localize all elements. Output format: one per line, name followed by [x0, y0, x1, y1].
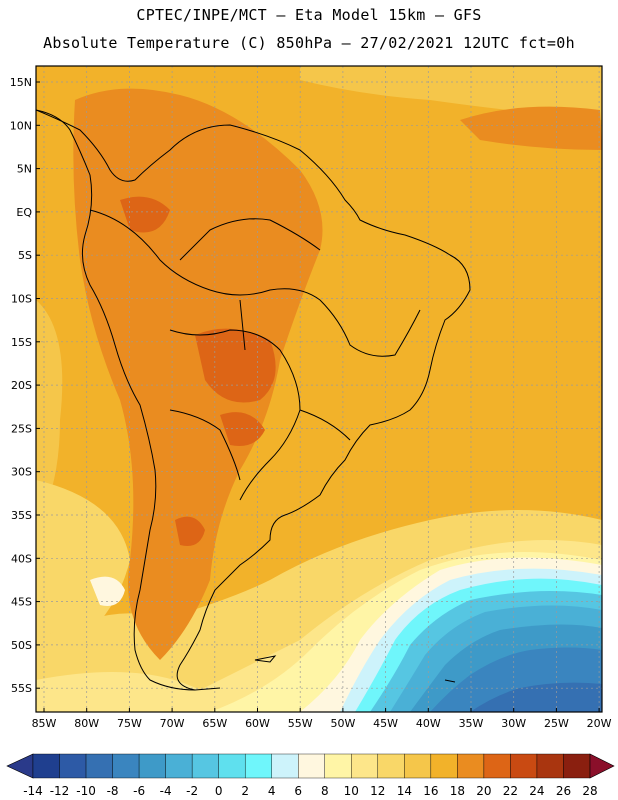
- colorbar-tick-label: -4: [160, 784, 172, 798]
- lat-label: 50S: [11, 639, 32, 652]
- latitude-labels: 15N 10N 5N EQ 5S 10S 15S 20S 25S 30S 35S 40S 45S 50S 5…: [10, 76, 40, 695]
- lat-label: 5N: [17, 163, 32, 176]
- map-frame: [35, 65, 603, 713]
- colorbar-tick-label: 28: [582, 784, 597, 798]
- colorbar-high-arrow: [589, 753, 615, 779]
- colorbar-segment: [59, 753, 87, 779]
- colorbar-segment: [457, 753, 485, 779]
- longitude-labels: 85W 80W 75W 70W 65W 60W 55W 50W 45W 40W 35W 30W 25W 2…: [32, 708, 612, 730]
- lon-label: 65W: [202, 717, 227, 730]
- colorbar-segment: [351, 753, 379, 779]
- colorbar-tick-label: 20: [476, 784, 491, 798]
- lat-label: 15N: [10, 76, 32, 89]
- colorbar-tick-label: 2: [241, 784, 249, 798]
- colorbar-tick-label: 0: [215, 784, 223, 798]
- lat-label: 15S: [11, 336, 32, 349]
- lon-label: 30W: [501, 717, 526, 730]
- lat-label: 10N: [10, 119, 32, 132]
- lon-label: 70W: [160, 717, 185, 730]
- colorbar-tick-label: -2: [186, 784, 198, 798]
- colorbar-segment: [404, 753, 432, 779]
- lon-label: 35W: [459, 717, 484, 730]
- lat-label: 10S: [11, 293, 32, 306]
- colorbar-tick-label: 16: [423, 784, 438, 798]
- colorbar-tick-label: -6: [133, 784, 145, 798]
- lat-label: 30S: [11, 466, 32, 479]
- temperature-field: [36, 66, 602, 712]
- colorbar-segment: [563, 753, 591, 779]
- colorbar-segment: [191, 753, 219, 779]
- lat-label: 40S: [11, 552, 32, 565]
- colorbar-labels: -14 -12 -10 -8 -6 -4 -2 0 2 4 6 8 10 12 14 16 18 20 22 24 26…: [23, 784, 597, 798]
- lon-label: 75W: [117, 717, 142, 730]
- colorbar-segment: [218, 753, 246, 779]
- lon-label: 40W: [416, 717, 441, 730]
- lon-label: 85W: [32, 717, 57, 730]
- colorbar-tick-label: -10: [76, 784, 96, 798]
- graticule: [36, 66, 602, 712]
- colorbar-tick-label: 4: [268, 784, 276, 798]
- colorbar-tick-label: -8: [107, 784, 119, 798]
- colorbar-tick-label: -14: [23, 784, 43, 798]
- colorbar-tick-label: 22: [503, 784, 518, 798]
- colorbar-segment: [112, 753, 140, 779]
- lon-label: 25W: [544, 717, 569, 730]
- lon-label: 55W: [288, 717, 313, 730]
- colorbar-segment: [32, 753, 60, 779]
- colorbar-tick-label: 8: [321, 784, 329, 798]
- coastlines: [36, 109, 471, 691]
- colorbar-low-arrow: [6, 753, 34, 779]
- colorbar-segment: [244, 753, 272, 779]
- colorbar-segment: [483, 753, 511, 779]
- lon-label: 20W: [587, 717, 612, 730]
- colorbar: [6, 753, 615, 779]
- title-line-1: CPTEC/INPE/MCT – Eta Model 15km – GFS: [136, 6, 482, 24]
- colorbar-tick-label: 10: [344, 784, 359, 798]
- colorbar-tick-label: 14: [397, 784, 412, 798]
- lat-label: 45S: [11, 596, 32, 609]
- lat-label: EQ: [16, 206, 32, 219]
- colorbar-tick-label: 26: [556, 784, 571, 798]
- colorbar-segment: [377, 753, 405, 779]
- lat-label: 5S: [18, 249, 32, 262]
- colorbar-segment: [536, 753, 564, 779]
- colorbar-segment: [324, 753, 352, 779]
- colorbar-tick-label: 12: [370, 784, 385, 798]
- title-line-2: Absolute Temperature (C) 850hPa – 27/02/…: [43, 34, 575, 52]
- lat-label: 35S: [11, 509, 32, 522]
- colorbar-segment: [298, 753, 325, 779]
- colorbar-segment: [430, 753, 458, 779]
- lat-label: 20S: [11, 379, 32, 392]
- colorbar-segment: [510, 753, 538, 779]
- lon-label: 80W: [74, 717, 99, 730]
- colorbar-tick-label: -12: [50, 784, 70, 798]
- colorbar-tick-label: 24: [529, 784, 544, 798]
- colorbar-segment: [85, 753, 113, 779]
- lon-label: 50W: [330, 717, 355, 730]
- colorbar-tick-label: 18: [450, 784, 465, 798]
- lon-label: 45W: [373, 717, 398, 730]
- lat-label: 55S: [11, 682, 32, 695]
- colorbar-segment: [165, 753, 193, 779]
- lat-label: 25S: [11, 422, 32, 435]
- colorbar-tick-label: 6: [294, 784, 302, 798]
- lon-label: 60W: [245, 717, 270, 730]
- colorbar-segment: [138, 753, 166, 779]
- colorbar-segment: [271, 753, 299, 779]
